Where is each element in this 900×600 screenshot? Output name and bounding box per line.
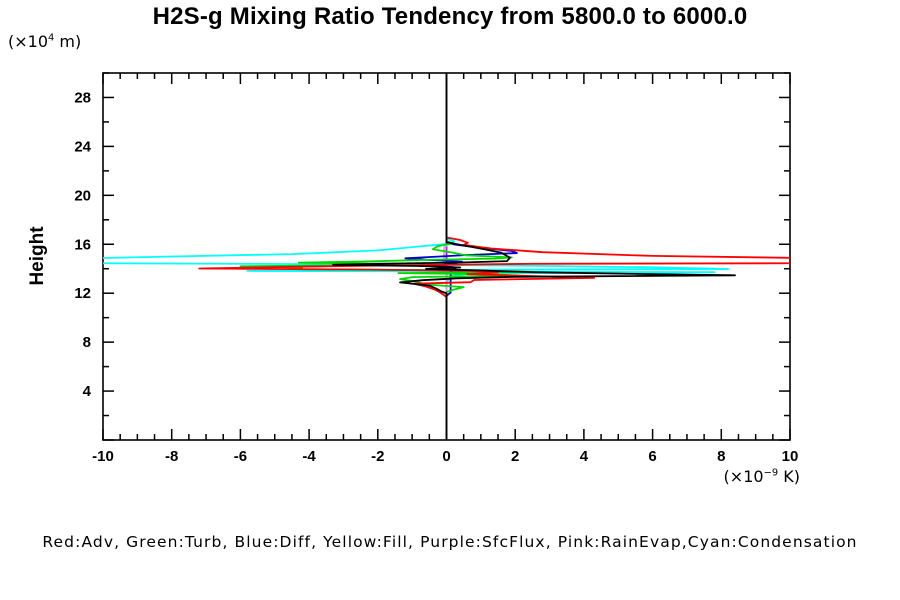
svg-text:6: 6	[648, 448, 656, 465]
svg-text:-8: -8	[165, 448, 178, 465]
x-unit-suffix: K)	[778, 467, 800, 486]
series-Condensation	[103, 73, 730, 440]
x-unit-exponent: −9	[763, 467, 779, 479]
series-total	[332, 73, 736, 440]
svg-text:-10: -10	[92, 448, 114, 465]
svg-text:24: 24	[74, 138, 91, 155]
svg-text:0: 0	[442, 448, 450, 465]
legend-text: Red:Adv, Green:Turb, Blue:Diff, Yellow:F…	[42, 533, 858, 551]
y-axis-unit-label: (×104 m)	[8, 32, 81, 51]
svg-text:16: 16	[74, 236, 91, 253]
svg-text:-2: -2	[371, 448, 384, 465]
svg-text:20: 20	[74, 187, 91, 204]
x-unit-prefix: (×10	[723, 467, 764, 486]
svg-text:10: 10	[782, 448, 799, 465]
svg-text:28: 28	[74, 89, 91, 106]
y-unit-exponent: 4	[48, 32, 55, 44]
svg-text:8: 8	[83, 334, 91, 351]
svg-text:8: 8	[717, 448, 725, 465]
svg-text:12: 12	[74, 285, 91, 302]
y-unit-suffix: m)	[54, 32, 82, 51]
svg-text:4: 4	[83, 383, 92, 400]
svg-text:-4: -4	[302, 448, 316, 465]
svg-text:4: 4	[580, 448, 589, 465]
chart-title: H2S-g Mixing Ratio Tendency from 5800.0 …	[152, 3, 748, 30]
series-Adv	[198, 73, 790, 440]
x-axis-unit-label: (×10−9 K)	[690, 467, 800, 486]
series-Turb	[239, 73, 534, 440]
svg-text:-6: -6	[234, 448, 247, 465]
svg-text:2: 2	[511, 448, 519, 465]
y-unit-prefix: (×10	[8, 32, 49, 51]
